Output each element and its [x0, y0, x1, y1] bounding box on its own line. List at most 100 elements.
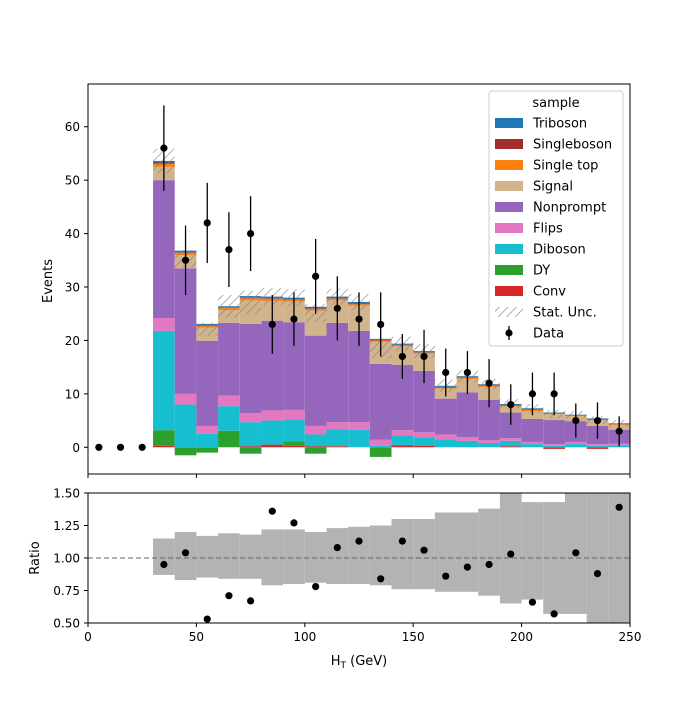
bar-diboson	[478, 443, 500, 448]
data-point	[550, 390, 558, 398]
bar-dy	[369, 447, 392, 457]
ratio-band-bin	[456, 512, 479, 592]
bar-diboson	[348, 429, 370, 448]
x-axis-label-sub: T	[340, 661, 347, 671]
bar-diboson	[261, 420, 284, 445]
bar-diboson	[283, 420, 305, 442]
data-point	[203, 219, 211, 227]
bar-diboson	[586, 445, 609, 448]
data-points	[95, 105, 623, 451]
data-point	[355, 315, 363, 323]
data-point	[333, 304, 341, 312]
legend-label: DY	[533, 264, 550, 279]
bar-flips	[499, 438, 522, 441]
y-tick-label-ratio: 0.75	[53, 584, 80, 598]
bar-conv	[153, 445, 175, 448]
y-tick-label-ratio: 1.00	[53, 552, 80, 566]
y-tick-label-main: 0	[72, 441, 80, 455]
ratio-point	[160, 560, 168, 569]
y-tick-label-main: 20	[65, 334, 80, 348]
bar-nonprompt	[413, 370, 435, 433]
ratio-band-bin	[369, 525, 392, 586]
bar-nonprompt	[174, 268, 197, 394]
bar-nonprompt	[326, 322, 349, 423]
bar-flips	[174, 393, 197, 405]
ratio-band-bin	[326, 528, 349, 584]
bar-nonprompt	[391, 365, 414, 431]
ratio-point	[247, 597, 255, 605]
ratio-point	[203, 615, 211, 623]
bar-dy	[283, 441, 305, 446]
bar-flips	[153, 318, 175, 331]
legend-key-conv	[495, 286, 523, 296]
bar-flips	[586, 444, 609, 446]
x-tick-label: 250	[619, 630, 642, 644]
ratio-band-bin	[283, 529, 305, 584]
legend: sample Triboson Singleboson Single top Signa…	[488, 90, 624, 347]
legend-label: Data	[533, 327, 564, 342]
ratio-point	[615, 503, 623, 511]
bar-flips	[304, 425, 327, 435]
bar-flips	[434, 434, 457, 440]
ratio-point	[290, 519, 298, 527]
bar-diboson	[391, 435, 414, 446]
legend-key-signal	[495, 181, 523, 191]
bar-diboson	[304, 434, 327, 447]
data-point	[420, 352, 428, 361]
bar-diboson	[456, 440, 479, 448]
legend-label: Stat. Unc.	[533, 306, 597, 321]
ratio-point	[268, 507, 276, 515]
data-point	[312, 272, 320, 280]
ratio-point	[333, 544, 341, 552]
main-axes: 0 10 20 30 40 50 60	[65, 83, 631, 478]
stat-unc-band	[239, 290, 262, 315]
bar-conv	[391, 445, 414, 448]
data-point	[507, 400, 515, 409]
bar-flips	[391, 430, 414, 436]
data-point	[290, 315, 298, 323]
y-tick-label-ratio: 1.25	[53, 519, 80, 533]
ratio-point	[355, 537, 363, 545]
ratio-point	[463, 563, 471, 571]
y-axis-label-ratio: Ratio	[28, 541, 43, 574]
bar-flips	[478, 440, 500, 444]
ratio-points	[160, 503, 623, 623]
bar-nonprompt	[543, 420, 565, 445]
legend-key-triboson	[495, 118, 523, 128]
bar-dy	[218, 430, 240, 448]
bar-dy	[239, 447, 262, 454]
bar-diboson	[196, 433, 219, 448]
x-tick-label: 100	[293, 630, 316, 644]
bar-nonprompt	[218, 322, 240, 396]
y-tick-label-main: 50	[65, 174, 80, 188]
data-point	[442, 368, 450, 377]
ratio-band-bin	[499, 493, 522, 604]
main-frame	[87, 83, 631, 475]
bar-diboson	[174, 404, 197, 448]
bar-dy	[304, 447, 327, 454]
ratio-point	[572, 549, 580, 557]
ratio-point	[312, 583, 320, 591]
bar-flips	[348, 422, 370, 430]
bar-flips	[456, 437, 479, 441]
bar-nonprompt	[478, 399, 500, 441]
bar-flips	[283, 409, 305, 421]
bar-flips	[543, 444, 565, 446]
ratio-band-bin	[196, 535, 219, 578]
ratio-point	[550, 610, 558, 618]
bar-flips	[239, 413, 262, 423]
axes-text: Events Ratio HT (GeV)	[28, 259, 387, 671]
bar-conv	[413, 445, 435, 448]
bar-nonprompt	[434, 398, 457, 435]
x-tick-label: 150	[402, 630, 425, 644]
ratio-point	[225, 592, 233, 600]
data-point	[377, 320, 385, 329]
legend-label: Diboson	[533, 243, 586, 258]
bar-diboson	[326, 429, 349, 447]
data-point	[593, 416, 602, 425]
bar-nonprompt	[499, 412, 522, 439]
ratio-band-bin	[478, 508, 500, 596]
ratio-unc-band	[153, 493, 630, 623]
data-point	[225, 246, 233, 254]
ratio-point	[181, 549, 190, 557]
